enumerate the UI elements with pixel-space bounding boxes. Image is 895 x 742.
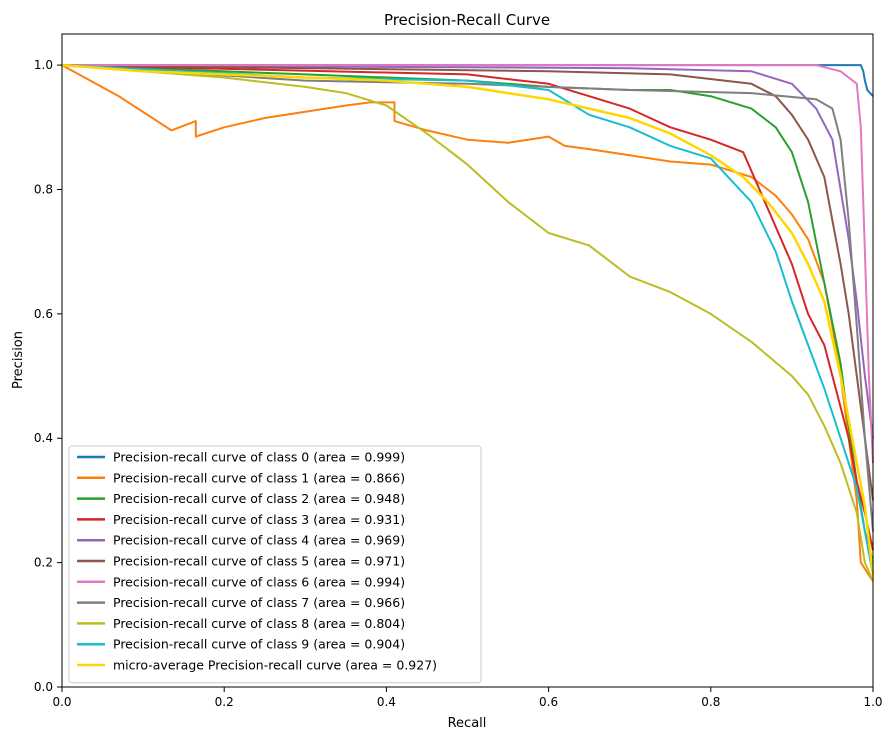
legend-entry-3: Precision-recall curve of class 3 (area … xyxy=(113,512,405,527)
legend-box xyxy=(68,445,482,684)
series-line-4 xyxy=(61,64,874,439)
series-line-9 xyxy=(61,64,874,576)
series-line-6 xyxy=(62,64,874,464)
legend: Precision-recall curve of class 0 (area … xyxy=(68,445,482,684)
x-tick-label: 0.2 xyxy=(215,695,234,709)
legend-entry-1: Precision-recall curve of class 1 (area … xyxy=(113,470,405,485)
x-tick-label: 0.6 xyxy=(539,695,558,709)
legend-entry-7: Precision-recall curve of class 7 (area … xyxy=(113,595,405,610)
legend-entry-10: micro-average Precision-recall curve (ar… xyxy=(113,658,437,673)
y-tick-label: 1.0 xyxy=(34,58,53,72)
x-tick-label: 0.8 xyxy=(701,695,720,709)
x-axis-label: Recall xyxy=(448,716,487,731)
series-line-8 xyxy=(61,64,874,582)
plot-frame xyxy=(61,33,874,688)
series-line-10 xyxy=(61,63,875,576)
y-tick-label: 0.2 xyxy=(34,556,53,570)
y-tick-label: 0.6 xyxy=(34,307,53,321)
x-tick-label: 0.0 xyxy=(52,695,71,709)
legend-entry-0: Precision-recall curve of class 0 (area … xyxy=(113,450,405,465)
y-tick-label: 0.4 xyxy=(34,431,53,445)
series-line-3 xyxy=(61,64,874,551)
series-line-2 xyxy=(61,64,874,563)
legend-entry-2: Precision-recall curve of class 2 (area … xyxy=(113,491,405,506)
series-line-5 xyxy=(61,64,874,501)
series-line-0 xyxy=(62,64,874,97)
legend-entry-4: Precision-recall curve of class 4 (area … xyxy=(113,533,405,548)
x-tick-label: 1.0 xyxy=(863,695,882,709)
series-line-7 xyxy=(61,64,874,532)
legend-entry-9: Precision-recall curve of class 9 (area … xyxy=(113,637,405,652)
y-tick-label: 0.0 xyxy=(34,680,53,694)
y-tick-label: 0.8 xyxy=(34,182,53,196)
legend-entry-6: Precision-recall curve of class 6 (area … xyxy=(113,574,405,589)
legend-entry-8: Precision-recall curve of class 8 (area … xyxy=(113,616,405,631)
ticks-layer: 0.0 0.2 0.4 0.6 0.8 1.0 0.0 0.2 0.4 0.6 0.8 1.0 xyxy=(34,58,883,709)
y-axis-label: Precision xyxy=(11,331,26,389)
legend-entry-5: Precision-recall curve of class 5 (area … xyxy=(113,554,405,569)
x-tick-label: 0.4 xyxy=(377,695,396,709)
chart-title: Precision-Recall Curve xyxy=(384,11,550,29)
series-layer xyxy=(61,63,875,582)
